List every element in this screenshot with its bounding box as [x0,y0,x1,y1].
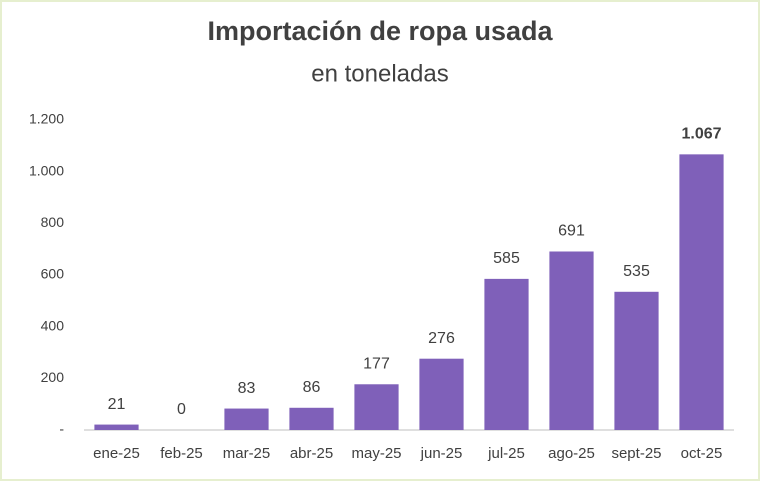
data-label: 177 [363,355,390,372]
x-tick-label: sept-25 [611,445,661,462]
y-tick-label: 600 [41,266,65,282]
data-label: 0 [177,401,186,418]
bar [549,251,594,430]
x-tick-label: abr-25 [290,445,333,462]
data-label: 1.067 [681,126,721,143]
x-tick-label: jul-25 [487,445,525,462]
x-tick-label: may-25 [351,445,401,462]
chart-subtitle: en toneladas [311,60,448,87]
bar [289,407,334,430]
x-tick-label: ene-25 [93,445,140,462]
bar [484,278,529,430]
x-tick-label: oct-25 [681,445,723,462]
x-tick-label: mar-25 [223,445,271,462]
bar [679,154,724,430]
data-label: 83 [238,380,256,397]
bar [419,358,464,430]
bar [354,384,399,430]
x-tick-label: feb-25 [160,445,203,462]
chart-title: Importación de ropa usada [207,16,553,46]
data-label: 21 [108,396,126,413]
x-tick-label: ago-25 [548,445,595,462]
bar [94,424,139,430]
y-tick-label: 1.000 [29,162,64,178]
y-tick-label: 200 [41,369,65,385]
data-label: 535 [623,263,650,280]
data-label: 585 [493,250,520,267]
y-tick-label: 1.200 [29,111,64,127]
y-tick-label: 400 [41,317,65,333]
y-tick-label: 800 [41,214,65,230]
bar [224,408,269,430]
y-tick-label: - [59,421,64,437]
x-tick-label: jun-25 [420,445,463,462]
data-label: 276 [428,330,455,347]
data-label: 86 [303,379,321,396]
data-label: 691 [558,223,585,240]
bar [614,291,659,430]
